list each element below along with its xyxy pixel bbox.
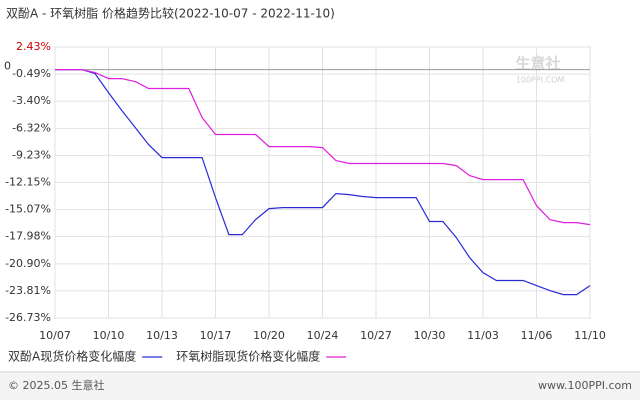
y-tick-label: -17.98% — [5, 230, 51, 243]
y-tick-label: -15.07% — [5, 203, 51, 216]
watermark: 100PPI.COM — [516, 76, 565, 85]
y-tick-label: -6.32% — [12, 121, 51, 134]
x-tick-label: 10/27 — [360, 329, 392, 342]
y-tick-label: -26.73% — [5, 311, 51, 324]
x-tick-label: 10/30 — [414, 329, 446, 342]
footer-bar — [0, 373, 640, 400]
x-tick-label: 10/07 — [39, 329, 71, 342]
footer-left: © 2025.05 生意社 — [8, 378, 104, 392]
x-tick-label: 10/24 — [307, 329, 339, 342]
y-tick-label: -23.81% — [5, 284, 51, 297]
x-tick-label: 11/03 — [467, 329, 499, 342]
chart-title: 双酚A - 环氧树脂 价格趋势比较(2022-10-07 - 2022-11-1… — [6, 6, 335, 21]
x-tick-label: 11/10 — [574, 329, 606, 342]
series-line — [55, 69, 591, 226]
legend-label: 环氧树脂现货价格变化幅度 — [176, 349, 320, 364]
y-tick-label: -0.49% — [12, 67, 51, 80]
x-tick-label: 10/13 — [146, 329, 178, 342]
series-line — [55, 69, 591, 296]
legend-label: 双酚A现货价格变化幅度 — [8, 349, 136, 364]
y-tick-label: -20.90% — [5, 257, 51, 270]
zero-label: 0 — [4, 60, 11, 73]
y-tick-label: 2.43% — [16, 40, 51, 53]
x-tick-label: 10/20 — [253, 329, 285, 342]
x-tick-label: 10/17 — [200, 329, 232, 342]
watermark: 生意社 — [515, 55, 560, 73]
y-tick-label: -3.40% — [12, 94, 51, 107]
y-tick-label: -9.23% — [12, 148, 51, 161]
x-tick-label: 10/10 — [93, 329, 125, 342]
footer-right: www.100PPI.com — [538, 379, 632, 392]
x-tick-label: 11/06 — [521, 329, 553, 342]
y-tick-label: -12.15% — [5, 176, 51, 189]
